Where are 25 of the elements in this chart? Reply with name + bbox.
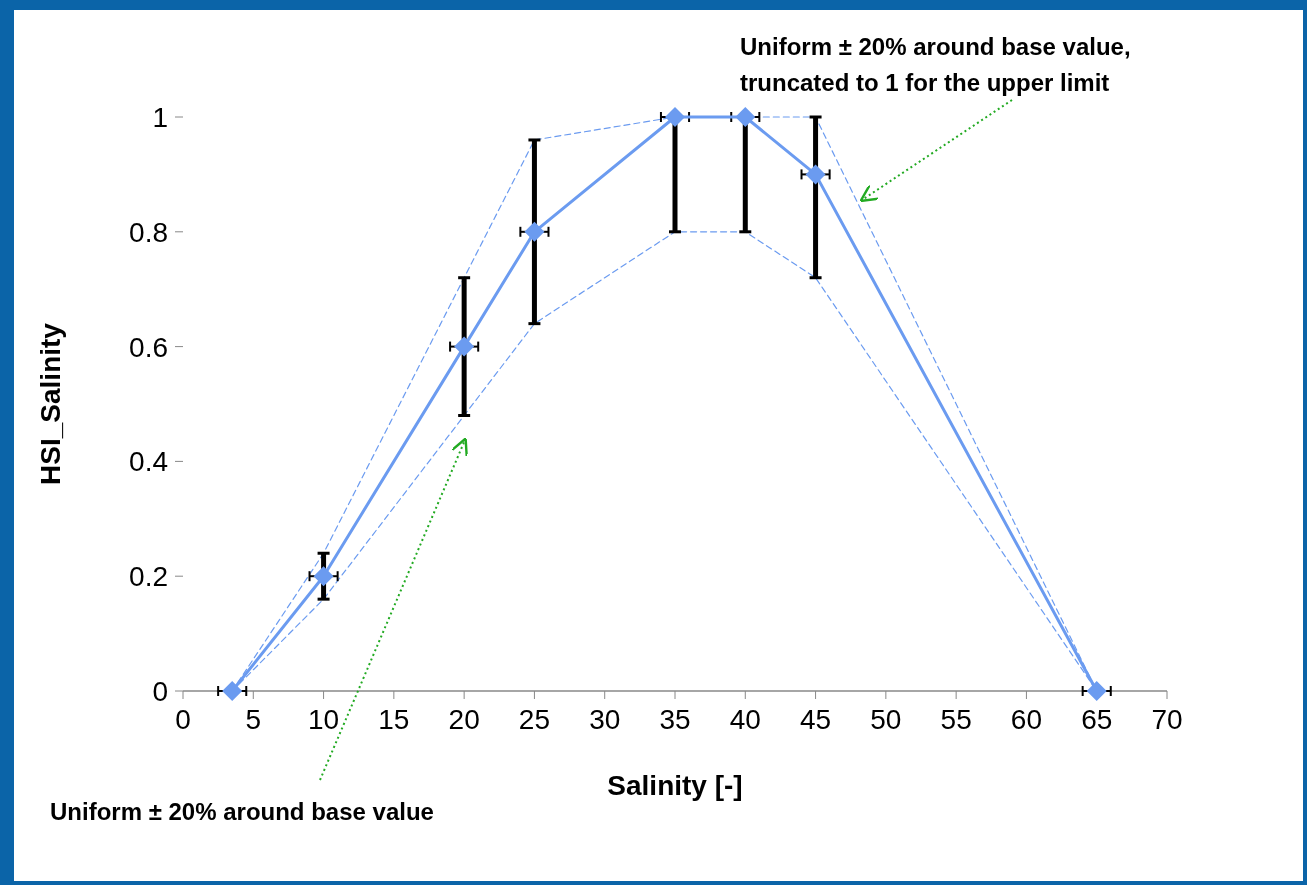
text: Uniform ± 20% around base value — [50, 798, 434, 825]
x-tick-label: 65 — [1081, 704, 1113, 735]
text: Uniform ± 20% around base value, truncated to 1 for the upper limit — [740, 33, 1131, 96]
x-tick-label: 40 — [729, 704, 761, 735]
x-tick-label: 60 — [1010, 704, 1043, 735]
y-tick-label: 0.8 — [129, 216, 168, 248]
x-tick-label: 55 — [940, 704, 972, 735]
x-tick-label: 10 — [307, 704, 340, 735]
x-tick-label: 0 — [175, 704, 191, 735]
y-tick-label: 0 — [152, 676, 168, 707]
y-tick-label: 0.2 — [129, 561, 168, 593]
y-tick-label: 0.4 — [129, 446, 168, 478]
x-tick-label: 35 — [659, 704, 691, 735]
y-tick-label: 1 — [152, 102, 168, 133]
x-tick-label: 50 — [870, 704, 902, 735]
x-tick-label: 45 — [799, 704, 832, 735]
x-tick-label: 70 — [1151, 704, 1183, 735]
x-tick-label: 20 — [448, 704, 480, 735]
y-axis-title: HSI_Salinity — [35, 322, 66, 485]
x-axis-title: Salinity [-] — [607, 770, 743, 801]
x-tick-label: 15 — [378, 704, 410, 735]
x-tick-label: 25 — [518, 704, 551, 735]
x-tick-label: 30 — [589, 704, 621, 735]
y-tick-label: 0.6 — [129, 331, 168, 363]
x-tick-label: 5 — [245, 704, 262, 735]
